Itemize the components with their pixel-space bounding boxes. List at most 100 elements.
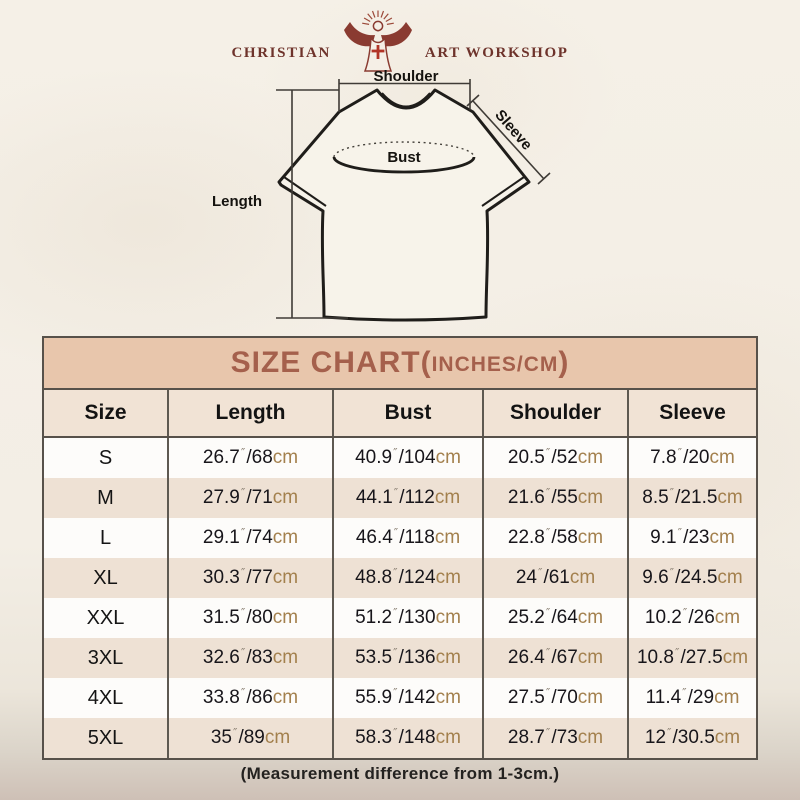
column-header-shoulder: Shoulder: [482, 390, 627, 436]
sleeve-in-text: 8.5: [642, 487, 669, 508]
bust-value-cell: 40.9 ″/104 cm: [332, 438, 482, 478]
tshirt-measurement-diagram: Shoulder Bust Length Sleeve: [212, 70, 551, 322]
length-sc-text: /89: [238, 727, 265, 748]
sleeve-q-text: ″: [682, 686, 687, 700]
sleeve-sc-text: /29: [687, 687, 715, 708]
table-row: 4XL 33.8 ″/86 cm 55.9 ″/142 cm 27.5 ″/70 cm 11.4 ″ /…: [44, 678, 756, 718]
length-sc-text: /71: [246, 487, 273, 508]
length-unit-text: cm: [264, 727, 291, 748]
sleeve-sc-text: /21.5: [675, 487, 718, 508]
cross-icon: [371, 45, 385, 59]
size-chart-title: SIZE CHART(INCHES/CM): [44, 338, 756, 390]
shoulder-in-text: 25.2: [507, 607, 545, 628]
length-unit-text: cm: [272, 567, 299, 588]
length-value-cell: 33.8 ″/86 cm: [167, 678, 332, 718]
bust-value-cell: 53.5 ″/136 cm: [332, 638, 482, 678]
bust-q-text: ″: [393, 606, 398, 620]
sleeve-in-text: 10.2: [644, 607, 682, 628]
sleeve-value-cell: 10.2 ″/26 cm: [627, 598, 756, 638]
shoulder-in-text: 20.5: [507, 447, 545, 468]
length-measure-line: [276, 89, 348, 319]
shoulder-value-cell: 25.2 ″/64 cm: [482, 598, 627, 638]
bust-q-text: ″: [393, 686, 398, 700]
length-q-text: ″: [240, 486, 246, 500]
sleeve-q-text: ″: [674, 646, 680, 660]
bust-sc-text: /104: [398, 447, 436, 468]
shoulder-sc-text: /73: [551, 727, 578, 748]
length-q-text: ″: [240, 606, 246, 620]
bust-sc-text: /118: [399, 527, 435, 548]
shoulder-value-cell: 24 ″/61 cm: [482, 558, 627, 598]
shoulder-q-text: ″: [545, 686, 551, 700]
size-label: XL: [93, 566, 118, 589]
length-q-text: ″: [240, 526, 246, 540]
shoulder-in-text: 26.4: [507, 647, 545, 668]
shoulder-in-text: 27.5: [507, 687, 545, 708]
left-arm-icon: [343, 22, 375, 47]
shoulder-unit-text: cm: [577, 487, 604, 508]
bust-q-text: ″: [393, 726, 398, 740]
bust-value-cell: 58.3 ″/148 cm: [332, 718, 482, 758]
length-value-cell: 26.7 ″/68 cm: [167, 438, 332, 478]
bust-sc-text: /142: [398, 687, 436, 708]
shoulder-sc-text: /55: [551, 487, 578, 508]
shoulder-sc-text: /67: [551, 647, 578, 668]
bust-value-cell: 44.1 ″/112 cm: [332, 478, 482, 518]
column-header-bust: Bust: [332, 390, 482, 436]
bust-unit-text: cm: [435, 607, 461, 628]
size-label: S: [98, 446, 113, 469]
measurement-note: (Measurement difference from 1-3cm.): [240, 764, 560, 783]
size-label: M: [97, 486, 114, 509]
length-value-cell: 31.5 ″/80 cm: [167, 598, 332, 638]
length-unit-text: cm: [272, 687, 299, 708]
length-sc-text: /68: [246, 447, 273, 468]
length-value-cell: 27.9 ″/71 cm: [167, 478, 332, 518]
sleeve-in-text: 9.6: [642, 567, 669, 588]
sleeve-in-text: 7.8: [650, 447, 677, 468]
sleeve-value-cell: 8.5 ″/21.5 cm: [627, 478, 756, 518]
shoulder-sc-text: /64: [551, 607, 578, 628]
right-cuff-line: [481, 176, 525, 207]
size-label: 4XL: [87, 686, 124, 709]
table-row: 5XL 35 ″/89 cm 58.3 ″/148 cm 28.7 ″/73 cm 12 ″/30.5…: [44, 718, 756, 758]
title-close: ): [558, 346, 570, 379]
column-header-sleeve: Sleeve: [627, 390, 756, 436]
sleeve-measure-line: [466, 94, 551, 185]
length-unit-text: cm: [272, 647, 299, 668]
sleeve-unit-text: cm: [722, 647, 749, 668]
brand-name-right: ART WORKSHOP: [424, 45, 569, 61]
bust-in-text: 53.5: [355, 647, 393, 668]
size-label: 3XL: [87, 646, 124, 669]
bust-unit-text: cm: [435, 687, 461, 708]
sleeve-unit-text: cm: [717, 567, 743, 588]
length-in-text: 27.9: [202, 487, 240, 508]
shoulder-q-text: ″: [545, 726, 551, 740]
shoulder-value-cell: 22.8 ″/58 cm: [482, 518, 627, 558]
length-sc-text: /80: [246, 607, 273, 628]
size-label: L: [99, 526, 112, 549]
length-in-text: 32.6: [202, 647, 240, 668]
sleeve-value-cell: 9.6 ″/24.5 cm: [627, 558, 756, 598]
length-q-text: ″: [240, 686, 246, 700]
sleeve-q-text: ″: [669, 566, 675, 580]
length-sc-text: /83: [246, 647, 273, 668]
shoulder-unit-text: cm: [577, 647, 604, 668]
bust-sc-text: /136: [398, 647, 436, 668]
length-in-text: 35: [210, 727, 232, 748]
sleeve-in-text: 10.8: [636, 647, 674, 668]
length-q-text: ″: [240, 446, 246, 460]
bust-value-cell: 46.4 ″/118 cm: [332, 518, 482, 558]
sleeve-q-text: ″: [677, 526, 683, 540]
shoulder-q-text: ″: [545, 646, 551, 660]
length-q-text: ″: [240, 566, 246, 580]
length-unit-text: cm: [272, 447, 299, 468]
collar-inner-line: [381, 92, 431, 108]
bust-label: Bust: [387, 149, 420, 166]
shoulder-q-text: ″: [537, 566, 543, 580]
shoulder-q-text: ″: [545, 606, 551, 620]
sleeve-q-text: ″: [669, 486, 675, 500]
sleeve-sc-text: /23: [683, 527, 710, 548]
sleeve-sc-text: /30.5: [672, 727, 715, 748]
shoulder-in-text: 22.8: [507, 527, 545, 548]
